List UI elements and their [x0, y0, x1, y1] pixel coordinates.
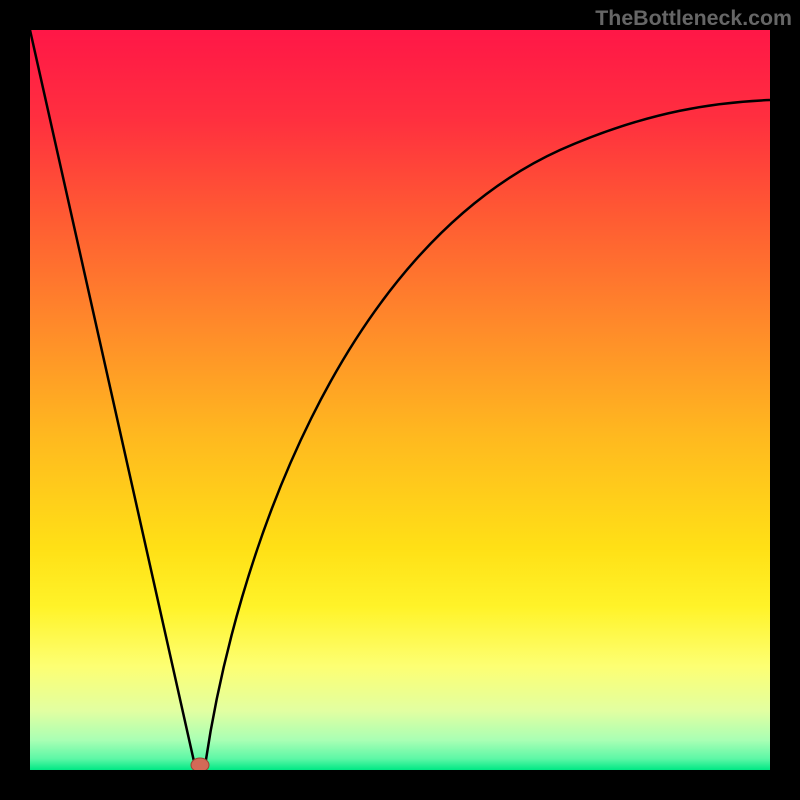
watermark-text: TheBottleneck.com — [595, 6, 792, 31]
plot-frame — [0, 0, 800, 800]
